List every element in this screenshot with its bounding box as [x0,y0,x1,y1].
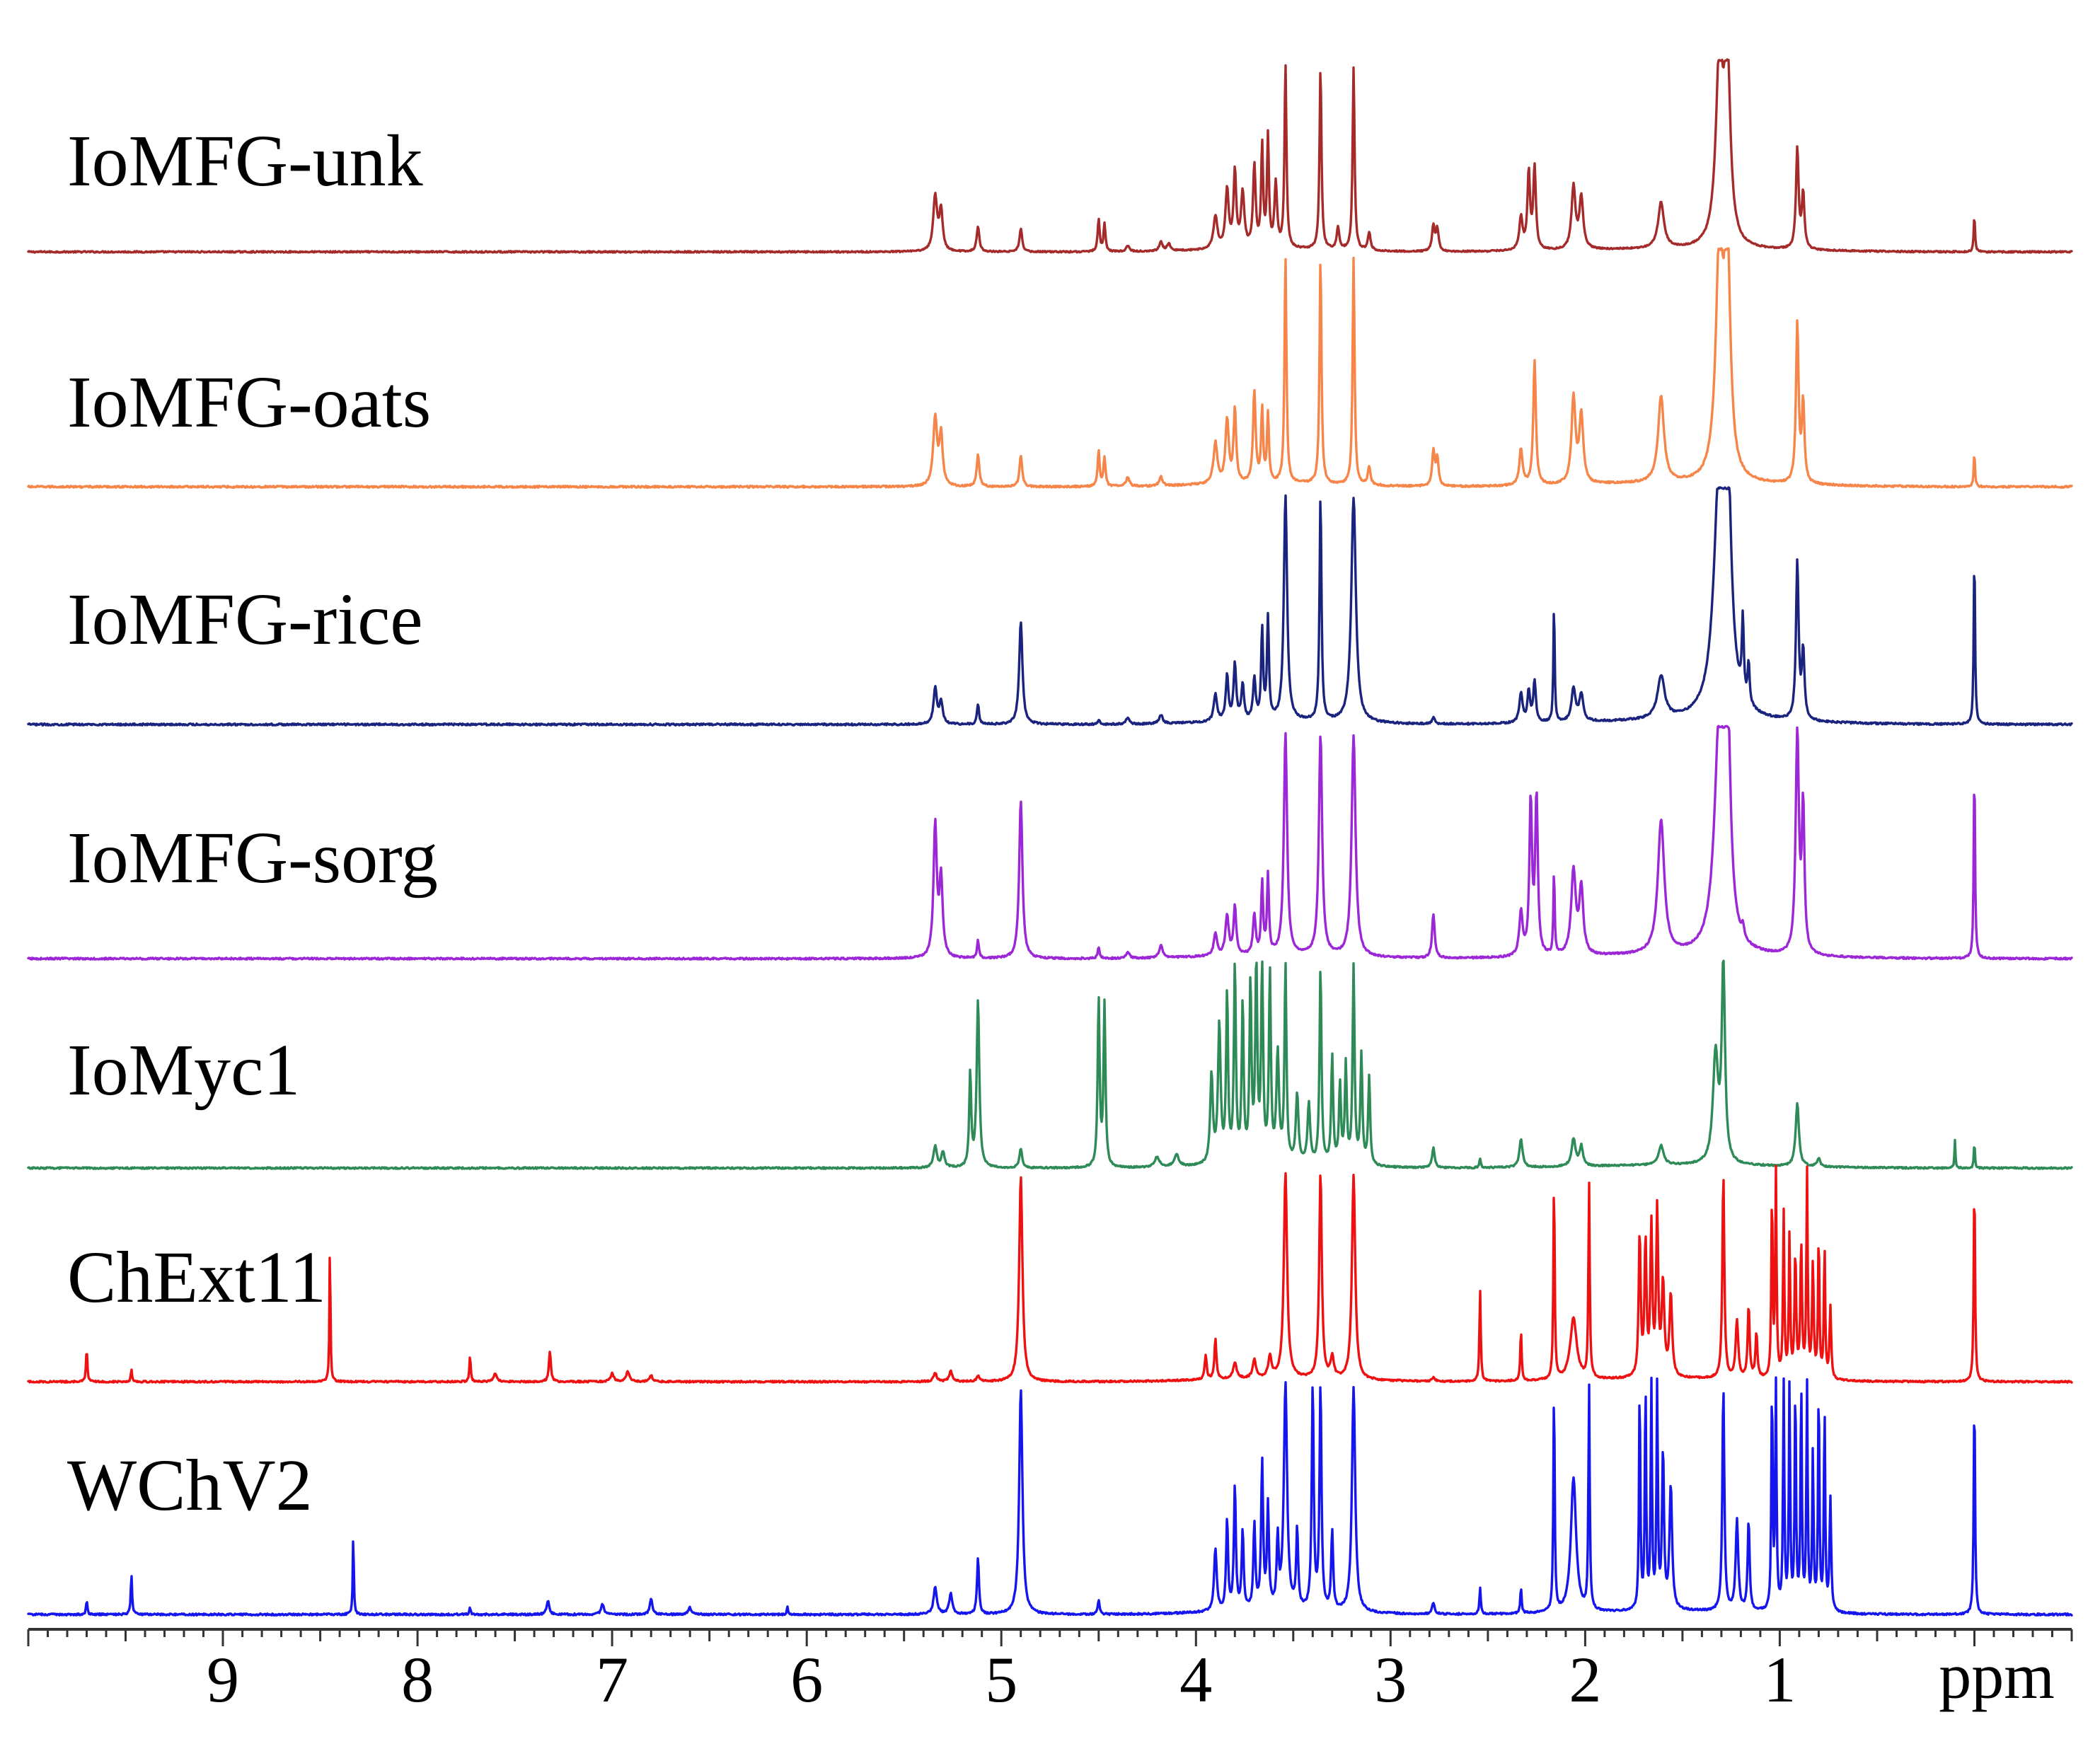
spectrum-trace-iomfg-oats [27,247,2073,489]
spectrum-trace-iomfg-sorg [27,724,2073,961]
spectrum-label-iomfg-unk: IoMFG-unk [67,120,423,202]
spectrum-label-iomyc1: IoMyc1 [67,1029,300,1111]
x-tick-label-8: 8 [401,1643,434,1716]
x-axis-ticks [27,1629,2073,1646]
x-axis: 9 8 7 6 5 4 3 2 1 ppm [27,1628,2073,1716]
x-tick-label-6: 6 [790,1643,823,1716]
spectrum-label-iomfg-rice: IoMFG-rice [67,579,423,660]
spectrum-label-iomfg-sorg: IoMFG-sorg [67,817,438,898]
spectrum-trace-chext11 [27,1165,2073,1384]
x-tick-label-7: 7 [596,1643,628,1716]
spectrum-trace-iomyc1 [27,959,2073,1170]
spectrum-label-chext11: ChExt11 [67,1237,326,1318]
x-tick-label-9: 9 [207,1643,239,1716]
spectra-traces [27,58,2073,1617]
x-tick-label-4: 4 [1179,1643,1212,1716]
x-tick-label-2: 2 [1569,1643,1601,1716]
x-tick-label-1: 1 [1763,1643,1796,1716]
x-tick-label-3: 3 [1374,1643,1407,1716]
x-tick-label-5: 5 [985,1643,1017,1716]
spectrum-label-iomfg-oats: IoMFG-oats [67,362,431,443]
x-axis-unit-label: ppm [1939,1640,2055,1712]
spectrum-trace-wchv2 [27,1376,2073,1617]
spectrum-labels: IoMFG-unk IoMFG-oats IoMFG-rice IoMFG-sorg I… [67,120,438,1526]
spectrum-trace-iomfg-rice [27,486,2073,727]
spectrum-label-wchv2: WChV2 [67,1445,313,1526]
x-axis-tick-labels: 9 8 7 6 5 4 3 2 1 [207,1643,1796,1716]
spectrum-trace-iomfg-unk [27,58,2073,254]
